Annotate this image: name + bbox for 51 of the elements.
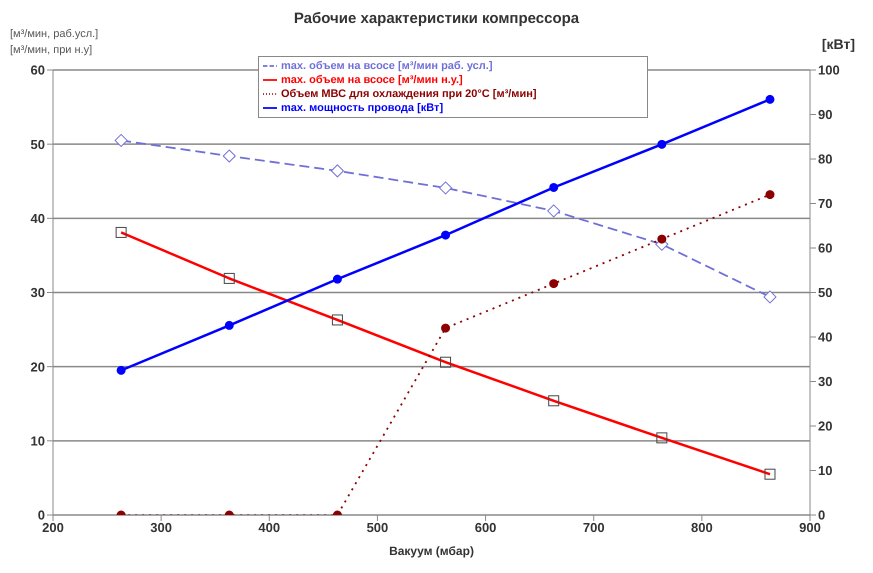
point [439, 181, 452, 194]
y-tick-label: 10 [30, 433, 45, 448]
x-tick-label: 600 [474, 520, 496, 536]
y-tick-label: 40 [30, 210, 45, 226]
point [332, 274, 342, 284]
point [549, 279, 558, 288]
y2-tick-label: 90 [818, 107, 832, 122]
point [549, 182, 558, 192]
y2-tick-label: 30 [818, 374, 832, 390]
x-tick-label: 900 [799, 520, 821, 536]
point [222, 150, 236, 163]
y-tick-label: 0 [38, 508, 45, 523]
point [116, 366, 126, 375]
y2-tick-label: 40 [818, 330, 832, 345]
point [547, 204, 560, 218]
y2-tick-label: 100 [818, 62, 840, 78]
point [657, 234, 666, 244]
y2-tick-label: 10 [818, 463, 832, 478]
point [765, 190, 774, 200]
x-tick-label: 200 [42, 520, 64, 536]
y-tick-label: 50 [30, 136, 45, 152]
y-tick-label: 30 [30, 285, 45, 300]
y-tick-label: 20 [30, 359, 45, 374]
chart-title: Рабочие характеристики компрессора [292, 10, 580, 27]
y2-tick-label: 60 [818, 240, 832, 256]
point [441, 230, 450, 240]
x-axis-title: Вакуум (мбар) [389, 544, 474, 558]
legend-label: Объем МВС для охлаждения при 20°C [м³/мин] [281, 88, 537, 100]
point [657, 140, 666, 149]
x-tick-label: 800 [691, 520, 713, 536]
point [763, 290, 776, 304]
y2-axis-title: [кВт] [822, 36, 855, 52]
y2-tick-label: 0 [818, 508, 826, 523]
x-tick-label: 500 [366, 520, 388, 536]
point [114, 134, 128, 147]
x-tick-label: 300 [150, 520, 172, 536]
legend-label: max. объем на всосе [м³/мин раб. усл.] [281, 60, 493, 72]
legend-label: max. объем на всосе [м³/мин н.у.] [281, 74, 463, 86]
y-axis-title: [м³/мин, раб.усл.] [м³/мин, при н.у] [10, 27, 98, 58]
y2-tick-label: 20 [818, 418, 832, 434]
legend-label: max. мощность провода [кВт] [281, 102, 444, 114]
y2-tick-label: 80 [818, 152, 832, 167]
y2-tick-label: 70 [818, 196, 832, 212]
x-tick-label: 700 [582, 520, 605, 536]
y-tick-label: 60 [30, 62, 45, 78]
point [765, 94, 774, 104]
point [224, 320, 234, 330]
point [441, 324, 450, 333]
x-tick-label: 400 [258, 520, 280, 536]
point [330, 164, 344, 178]
y2-tick-label: 50 [818, 285, 832, 300]
